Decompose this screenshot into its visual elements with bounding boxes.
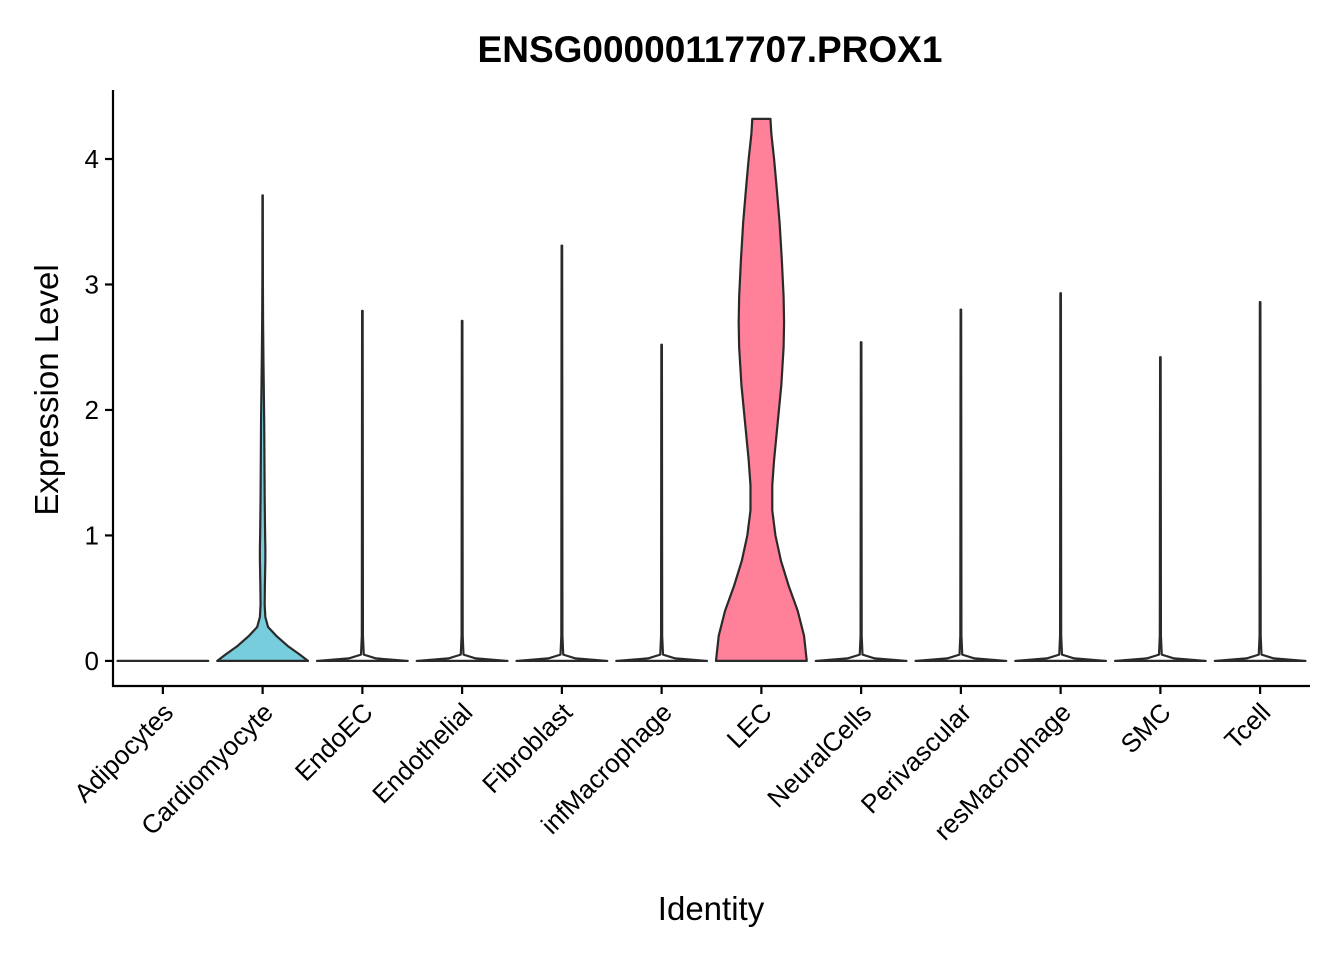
violin-lec: [714, 117, 808, 663]
violin-layer: [116, 117, 1307, 663]
x-tick-label-endoec: EndoEC: [289, 697, 379, 787]
violin-smc: [1113, 356, 1207, 663]
x-tick-label-tcell: Tcell: [1218, 697, 1276, 755]
y-tick-label: 4: [85, 144, 99, 174]
violin-cardiomyocyte: [216, 194, 310, 663]
violin-infmacrophage: [615, 343, 709, 663]
x-tick-label-lec: LEC: [721, 697, 778, 754]
y-tick-label: 2: [85, 395, 99, 425]
y-tick-label: 3: [85, 269, 99, 299]
x-tick-label-smc: SMC: [1115, 697, 1177, 759]
y-axis-label: Expression Level: [28, 264, 65, 515]
violin-fibroblast: [515, 244, 609, 663]
x-tick-label-endothelial: Endothelial: [366, 697, 478, 809]
x-tick-label-fibroblast: Fibroblast: [476, 696, 578, 798]
violin-resmacrophage: [1014, 292, 1108, 663]
chart-title: ENSG00000117707.PROX1: [478, 29, 943, 70]
violin-perivascular: [914, 308, 1008, 663]
y-tick-label: 0: [85, 646, 99, 676]
violin-neuralcells: [814, 341, 908, 663]
violin-endoec: [315, 309, 409, 663]
x-axis-label: Identity: [658, 890, 765, 927]
violin-endothelial: [415, 319, 509, 663]
violin-tcell: [1213, 300, 1307, 663]
y-tick-label: 1: [85, 520, 99, 550]
y-axis-ticks: 0 1 2 3 4: [85, 144, 113, 676]
